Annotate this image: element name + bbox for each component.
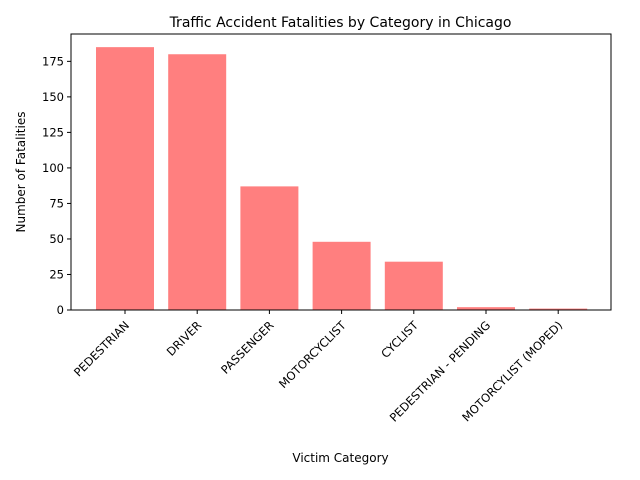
y-axis-label: Number of Fatalities xyxy=(14,112,28,233)
y-tick-label: 125 xyxy=(42,125,64,139)
x-tick-label: PEDESTRIAN xyxy=(71,318,132,379)
x-tick-label: PASSENGER xyxy=(218,318,276,376)
bar-passenger xyxy=(240,186,299,310)
bar-pedestrian xyxy=(96,47,154,311)
x-axis: PEDESTRIAN DRIVER PASSENGER MOTORCYCLIST CYC… xyxy=(71,310,565,425)
x-axis-label: Victim Category xyxy=(292,451,388,465)
y-tick-label: 150 xyxy=(42,90,64,104)
y-tick-label: 50 xyxy=(49,232,64,246)
y-tick-label: 0 xyxy=(57,303,64,317)
bars-group xyxy=(96,47,588,311)
bar-pedestrian-pending xyxy=(457,307,515,310)
bar-cyclist xyxy=(384,261,443,310)
x-tick-label: CYCLIST xyxy=(378,318,421,361)
y-tick-label: 175 xyxy=(42,54,64,68)
plot-frame xyxy=(70,33,612,311)
bar-motorcyclist xyxy=(312,241,371,310)
bar-motorcylist-moped xyxy=(529,308,588,310)
chart-title: Traffic Accident Fatalities by Category … xyxy=(169,15,512,31)
x-tick-label: MOTORCYCLIST xyxy=(276,318,349,391)
y-tick-label: 75 xyxy=(49,196,64,210)
bar-driver xyxy=(168,54,227,311)
y-axis: 0 25 50 75 100 125 150 175 xyxy=(42,54,71,317)
y-tick-label: 25 xyxy=(49,267,64,281)
y-tick-label: 100 xyxy=(42,161,64,175)
x-tick-label: DRIVER xyxy=(164,318,205,359)
